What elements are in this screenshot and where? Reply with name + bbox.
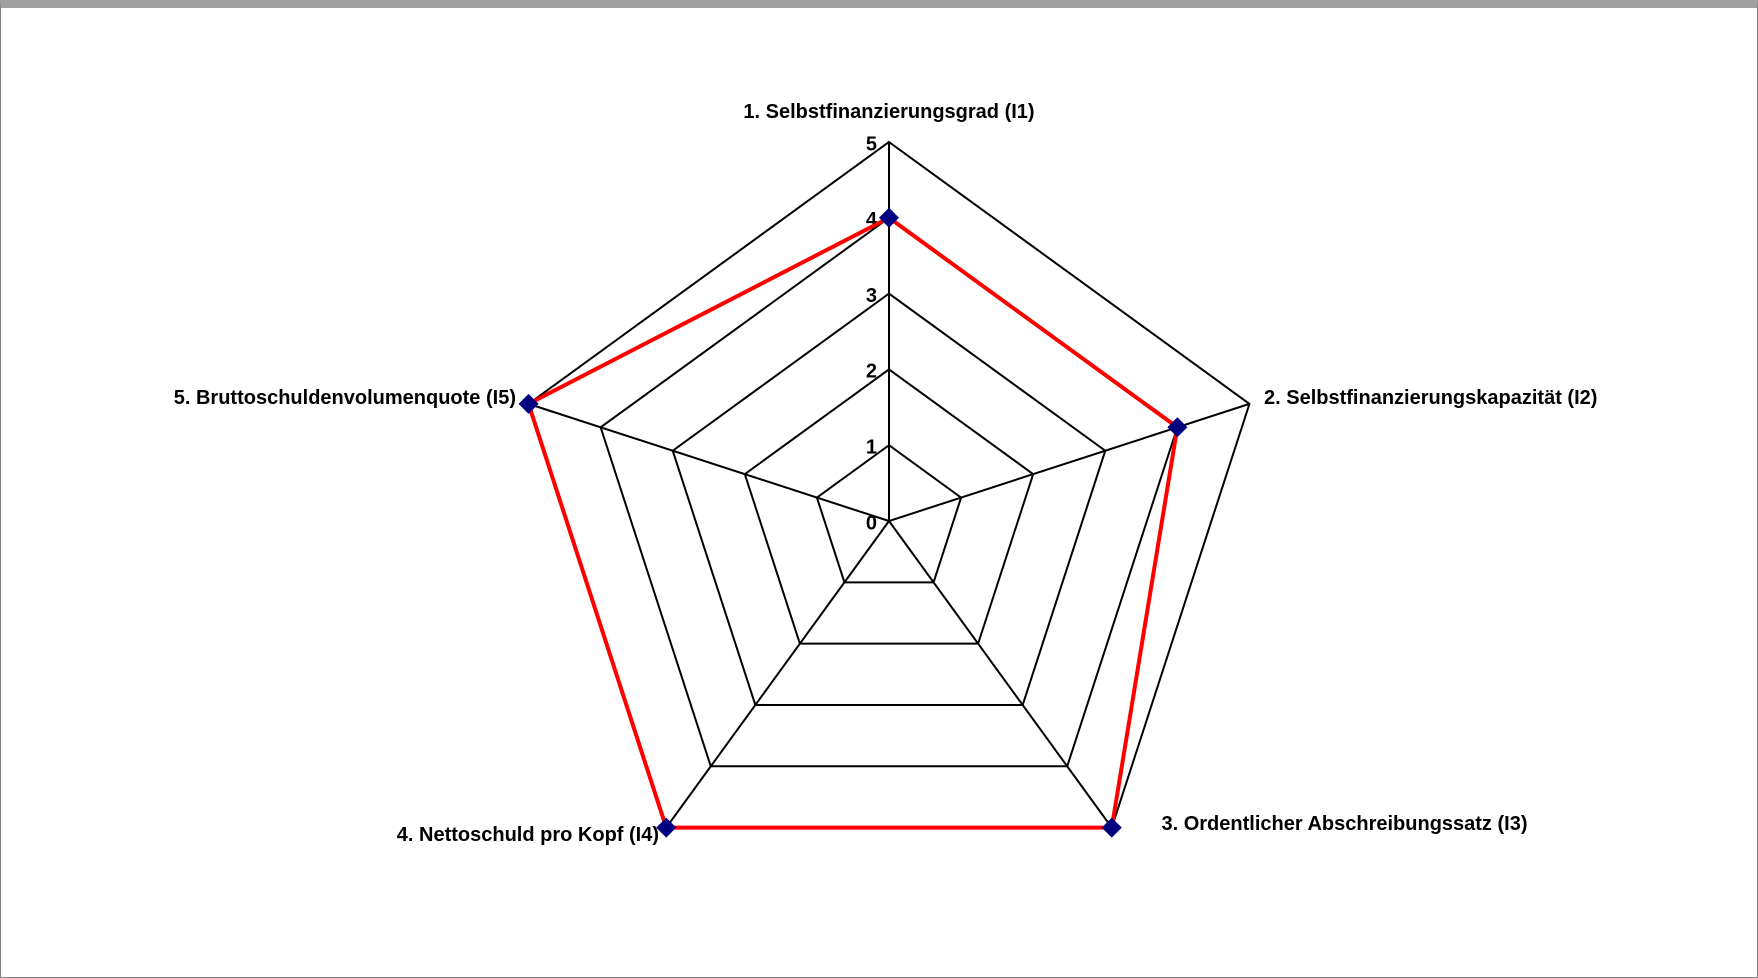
series-line: [526, 215, 1180, 830]
category-label: 4. Nettoschuld pro Kopf (I4): [396, 824, 659, 846]
marker: [518, 393, 539, 414]
marker: [656, 817, 677, 838]
grid-ring: [743, 368, 1035, 645]
spoke: [665, 520, 890, 829]
r-tick-label: 1: [866, 436, 877, 458]
category-label: 2. Selbstfinanzierungskapazität (I2): [1264, 387, 1598, 409]
r-tick-label: 0: [866, 512, 877, 534]
grid-ring: [815, 443, 963, 584]
r-tick-label: 2: [866, 361, 877, 383]
category-label: 1. Selbstfinanzierungsgrad (I1): [743, 101, 1035, 123]
spoke: [528, 402, 890, 522]
spoke: [888, 520, 1113, 829]
marker: [1167, 417, 1188, 438]
r-tick-label: 5: [866, 133, 877, 155]
marker: [879, 207, 899, 228]
category-label: 3. Ordentlicher Abschreibungssatz (I3): [1161, 813, 1528, 835]
category-label: 5. Bruttoschuldenvolumenquote (I5): [173, 387, 516, 409]
spoke: [888, 402, 1250, 522]
r-tick-label: 3: [866, 285, 877, 307]
grid-ring: [671, 292, 1107, 706]
marker: [1101, 817, 1122, 838]
